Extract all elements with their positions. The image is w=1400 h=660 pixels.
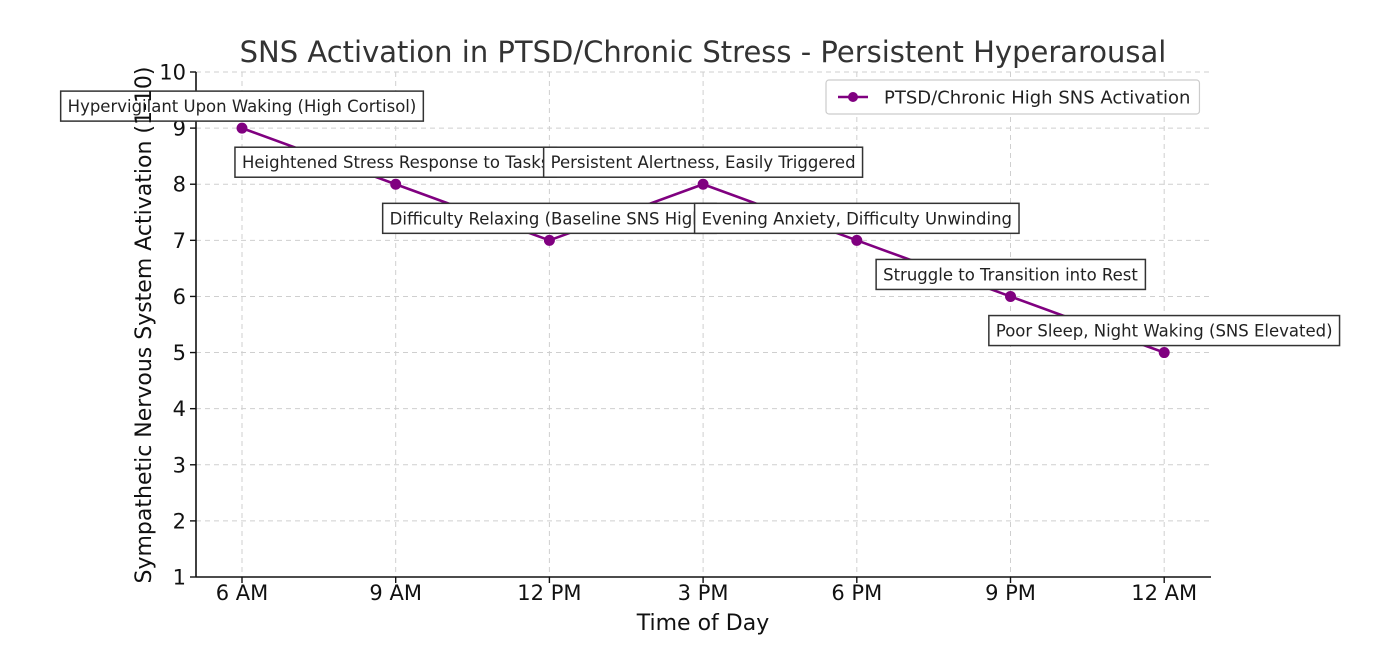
y-tick-label: 9 — [173, 117, 186, 141]
data-point — [236, 122, 248, 134]
annotation-text: Hypervigilant Upon Waking (High Cortisol… — [68, 97, 417, 116]
annotation: Difficulty Relaxing (Baseline SNS High) — [381, 202, 717, 235]
annotation-text: Persistent Alertness, Easily Triggered — [551, 153, 856, 172]
annotation-text: Struggle to Transition into Rest — [883, 265, 1138, 284]
legend-label: PTSD/Chronic High SNS Activation — [884, 88, 1190, 109]
axes: 1 2 3 4 5 6 7 8 9 10 6 AM 9 AM 12 PM 3 PM 6 PM 9 PM 12 A… — [159, 61, 1211, 605]
y-tick-label: 2 — [173, 509, 186, 533]
annotation-box — [875, 258, 1147, 291]
annotation-box — [693, 202, 1020, 235]
annotation: Persistent Alertness, Easily Triggered — [542, 146, 864, 178]
x-tick-label: 6 AM — [216, 581, 269, 605]
annotation-text: Evening Anxiety, Difficulty Unwinding — [702, 209, 1012, 228]
data-point — [390, 178, 402, 190]
data-point — [697, 178, 709, 190]
y-axis-label: Sympathetic Nervous System Activation (1… — [132, 67, 157, 584]
annotation-text: Poor Sleep, Night Waking (SNS Elevated) — [996, 322, 1333, 341]
annotation: Struggle to Transition into Rest — [875, 258, 1147, 291]
annotation-box — [542, 146, 864, 178]
annotation: Heightened Stress Response to Tasks — [234, 146, 558, 178]
y-tick-label: 1 — [173, 566, 186, 590]
y-tick-label: 6 — [173, 285, 186, 309]
y-tick-label: 7 — [173, 229, 186, 253]
x-tick-label: 9 AM — [369, 581, 422, 605]
legend-entry: PTSD/Chronic High SNS Activation — [825, 79, 1201, 115]
y-tick-label: 4 — [173, 397, 186, 421]
legend-box — [825, 79, 1201, 115]
annotation-box — [381, 202, 717, 235]
annotations-layer: Hypervigilant Upon Waking (High Cortisol… — [59, 90, 1341, 347]
y-tick-label: 3 — [173, 453, 186, 477]
series-layer — [236, 122, 1170, 359]
data-point — [851, 234, 863, 246]
x-tick-label: 12 AM — [1131, 581, 1197, 605]
x-tick-label: 9 PM — [985, 581, 1036, 605]
y-tick-label: 10 — [159, 61, 186, 85]
annotation-text: Heightened Stress Response to Tasks — [242, 153, 549, 172]
x-axis-label: Time of Day — [636, 611, 769, 636]
y-tick-label: 8 — [173, 173, 186, 197]
legend-marker — [848, 92, 858, 102]
data-point — [543, 234, 555, 246]
data-point — [1005, 290, 1016, 302]
annotation-box — [234, 146, 558, 178]
data-point — [1158, 347, 1170, 359]
legend: PTSD/Chronic High SNS Activation — [825, 79, 1201, 115]
x-tick-label: 12 PM — [517, 581, 581, 605]
x-tick-label: 6 PM — [831, 581, 882, 605]
annotation: Hypervigilant Upon Waking (High Cortisol… — [59, 90, 425, 122]
chart-title: SNS Activation in PTSD/Chronic Stress - … — [240, 35, 1167, 69]
annotation: Evening Anxiety, Difficulty Unwinding — [693, 202, 1020, 235]
annotation-box — [988, 314, 1341, 347]
annotation-text: Difficulty Relaxing (Baseline SNS High) — [390, 209, 709, 228]
y-tick-label: 5 — [173, 341, 186, 365]
x-tick-label: 3 PM — [678, 581, 729, 605]
annotation: Poor Sleep, Night Waking (SNS Elevated) — [988, 314, 1341, 347]
annotation-box — [59, 90, 425, 122]
